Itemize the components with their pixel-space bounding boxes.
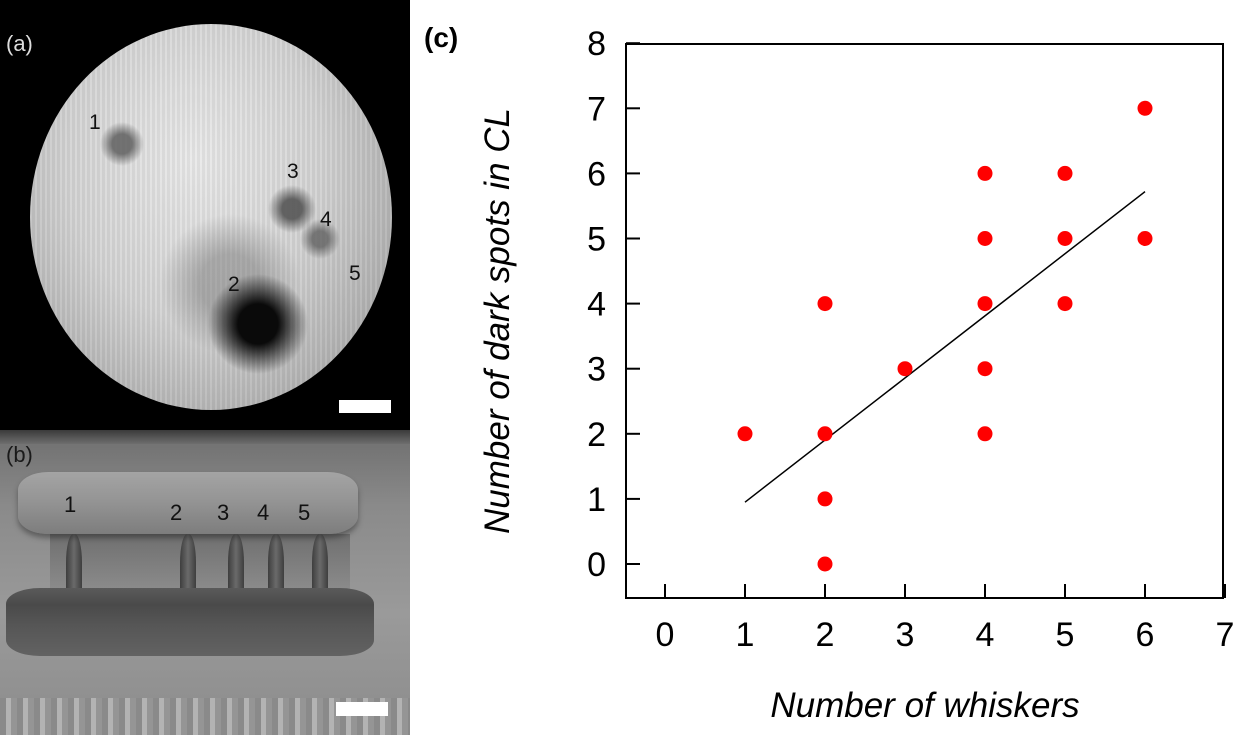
y-axis-title: Number of dark spots in CL <box>478 108 517 534</box>
x-axis-title: Number of whiskers <box>770 686 1079 725</box>
x-tick-label: 3 <box>896 616 915 654</box>
data-point <box>1057 165 1073 181</box>
data-point <box>977 231 993 246</box>
cl-scale-bar <box>339 400 391 413</box>
data-point <box>897 361 913 377</box>
y-tick-label: 4 <box>587 286 606 324</box>
cl-micrograph-disk <box>30 24 392 410</box>
sem-gap-region <box>50 534 350 594</box>
data-point <box>1137 100 1153 116</box>
sem-whisker-label-4: 4 <box>257 500 270 525</box>
sem-whisker-4 <box>268 534 284 598</box>
x-tick-label: 5 <box>1056 616 1075 654</box>
data-point <box>977 296 993 312</box>
sem-whisker-1 <box>66 534 82 598</box>
x-tick-label: 7 <box>1216 616 1233 654</box>
x-tick-label: 0 <box>656 616 675 654</box>
cl-image-panel: (a) 1 2 3 4 5 <box>0 0 410 430</box>
sem-whisker-5 <box>312 534 328 598</box>
cl-spot-label-2: 2 <box>228 273 240 296</box>
y-tick-label: 6 <box>587 155 606 193</box>
data-point <box>817 296 833 312</box>
cl-spot-label-5: 5 <box>349 262 361 285</box>
sem-scale-bar <box>336 702 388 716</box>
y-tick-label: 2 <box>587 416 606 454</box>
y-axis: 0 1 2 3 4 5 6 7 8 <box>587 25 640 584</box>
x-tick-label: 6 <box>1136 616 1155 654</box>
data-point <box>977 361 993 377</box>
data-point <box>1137 231 1153 246</box>
y-tick-label: 3 <box>587 351 606 389</box>
data-point <box>977 426 993 442</box>
panel-b-label: (b) <box>6 442 33 467</box>
sem-whisker-label-1: 1 <box>64 492 77 517</box>
sem-whisker-label-2: 2 <box>170 500 183 525</box>
x-tick-label: 2 <box>816 616 835 654</box>
y-tick-label: 1 <box>587 481 606 519</box>
data-point <box>977 165 993 181</box>
fit-line <box>744 191 1146 503</box>
y-tick-label: 7 <box>587 90 606 128</box>
sem-image-panel: (b) 1 2 3 4 5 <box>0 430 410 735</box>
x-axis: 0 1 2 3 4 5 6 7 <box>656 584 1233 654</box>
panel-a-label: (a) <box>6 31 33 56</box>
data-point <box>817 491 833 507</box>
x-tick-label: 4 <box>976 616 995 654</box>
data-point <box>737 426 753 442</box>
sem-whisker-2 <box>180 534 196 598</box>
data-point <box>817 556 833 572</box>
y-tick-label: 8 <box>587 25 606 63</box>
sem-whisker-label-5: 5 <box>298 500 311 525</box>
sem-whisker-label-3: 3 <box>217 500 230 525</box>
data-point <box>817 426 833 442</box>
y-tick-label: 5 <box>587 221 606 259</box>
data-point <box>1057 231 1073 246</box>
cl-spot-label-4: 4 <box>320 208 332 231</box>
y-tick-label: 0 <box>587 546 606 584</box>
plot-frame <box>625 43 1224 599</box>
sem-lower-disk <box>6 588 374 656</box>
cl-spot-label-1: 1 <box>89 111 101 134</box>
panel-c-label: (c) <box>424 22 459 53</box>
data-points <box>737 100 1153 572</box>
sem-top-shadow <box>0 430 410 444</box>
cl-spot-label-3: 3 <box>287 160 299 183</box>
data-point <box>1057 296 1073 312</box>
sem-upper-disk <box>18 472 358 534</box>
sem-whisker-3 <box>228 534 244 598</box>
x-tick-label: 1 <box>736 616 755 654</box>
